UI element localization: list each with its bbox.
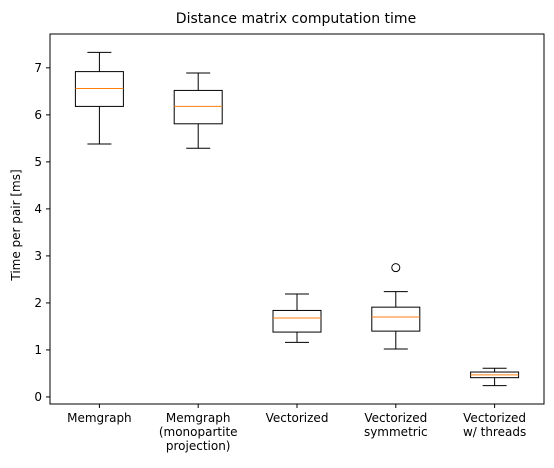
- plot-frame: [49, 33, 545, 405]
- x-tick-label-line: Vectorized: [463, 411, 526, 425]
- x-tick-label-line: Memgraph: [166, 411, 231, 425]
- x-tick-label-line: Memgraph: [67, 411, 132, 425]
- iqr-box: [173, 89, 223, 125]
- x-tick-label-line: (monopartite: [159, 425, 238, 439]
- y-tick-label: 6: [34, 108, 42, 122]
- x-tick-label: Vectorized symmetric: [364, 411, 428, 439]
- x-tick-label: Memgraph: [67, 411, 132, 425]
- x-tick-label: Memgraph (monopartite projection): [159, 411, 238, 453]
- y-axis-label: Time per pair [ms]: [9, 169, 23, 281]
- y-tick-label: 4: [34, 202, 42, 216]
- x-tick-label-line: w/ threads: [463, 425, 526, 439]
- x-tick-label: Vectorized: [266, 411, 329, 425]
- iqr-box: [371, 306, 421, 332]
- x-tick-label-line: symmetric: [364, 425, 428, 439]
- chart-title: Distance matrix computation time: [176, 11, 416, 27]
- x-tick-label: Vectorized w/ threads: [463, 411, 526, 439]
- outlier-point: [391, 263, 401, 273]
- y-tick-label: 2: [34, 296, 42, 310]
- x-tick-label-line: Vectorized: [266, 411, 329, 425]
- y-tick-label: 1: [34, 343, 42, 357]
- iqr-box: [272, 309, 322, 333]
- y-tick-label: 0: [34, 390, 42, 404]
- y-tick-label: 5: [34, 155, 42, 169]
- y-tick-label: 3: [34, 249, 42, 263]
- x-tick-label-line: Vectorized: [364, 411, 427, 425]
- x-tick-label-line: projection): [166, 439, 231, 453]
- y-tick-label: 7: [34, 61, 42, 75]
